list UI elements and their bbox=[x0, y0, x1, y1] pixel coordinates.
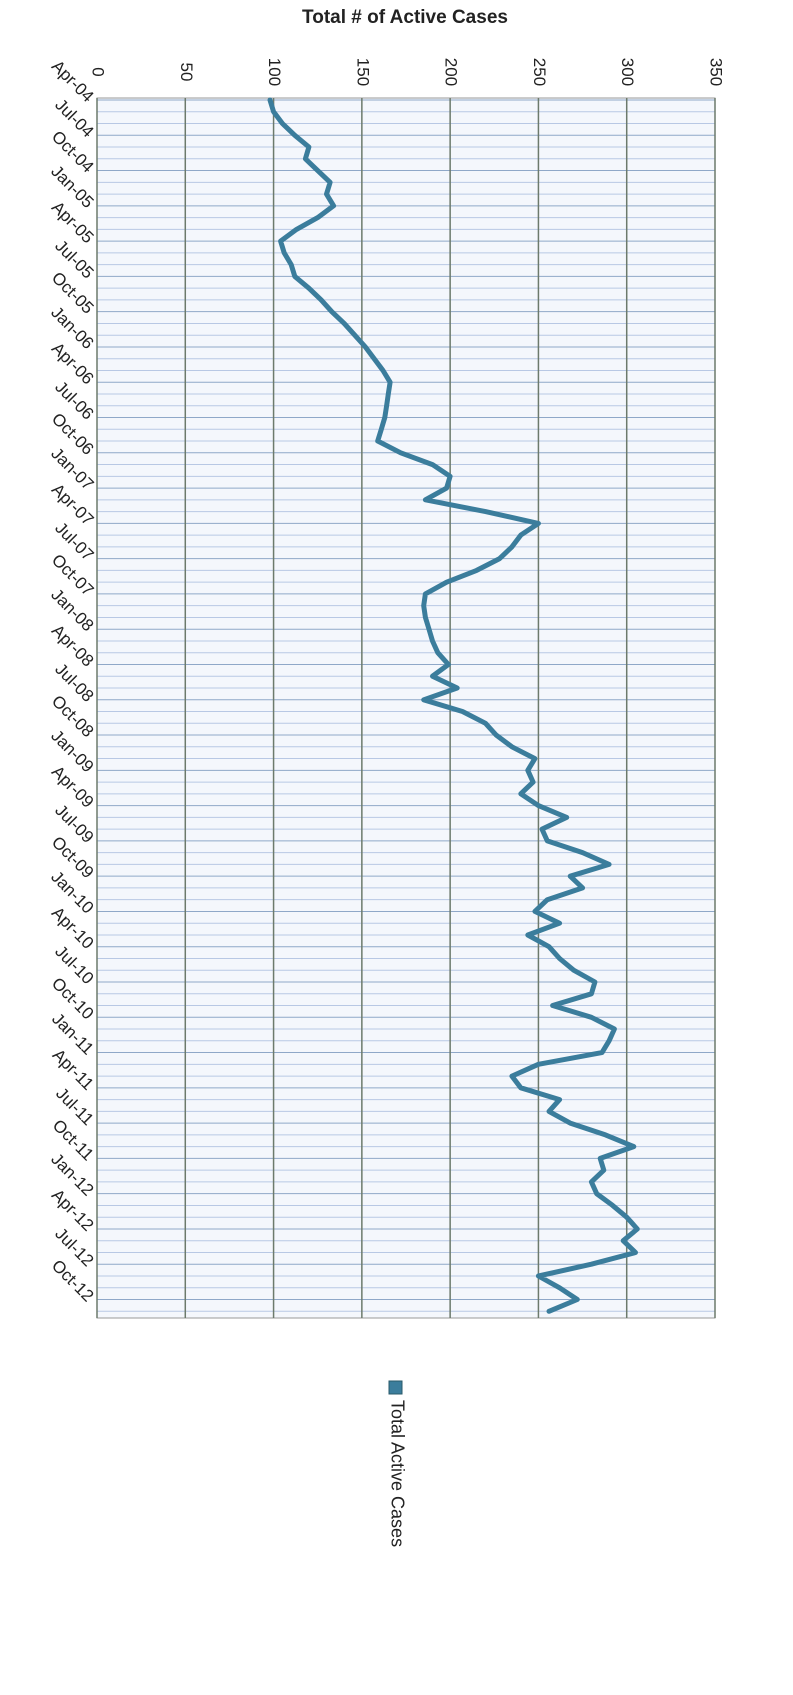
legend-label: Total Active Cases bbox=[387, 1400, 407, 1547]
data-line bbox=[267, 97, 640, 1314]
value-tick-label: 0 bbox=[89, 67, 108, 76]
plot-area bbox=[96, 97, 716, 1319]
value-tick-label: 150 bbox=[353, 58, 372, 86]
value-tick-label: 350 bbox=[707, 58, 726, 86]
legend-swatch bbox=[388, 1380, 403, 1395]
value-tick-label: 250 bbox=[530, 58, 549, 86]
category-tick-label: Apr-11 bbox=[49, 1045, 98, 1094]
value-tick-label: 100 bbox=[265, 58, 284, 86]
category-tick-label: Apr-04 bbox=[48, 56, 98, 106]
value-tick-label: 50 bbox=[177, 63, 196, 82]
chart-title: Total # of Active Cases bbox=[302, 7, 508, 28]
value-tick-label: 300 bbox=[618, 58, 637, 86]
value-tick-label: 200 bbox=[442, 58, 461, 86]
